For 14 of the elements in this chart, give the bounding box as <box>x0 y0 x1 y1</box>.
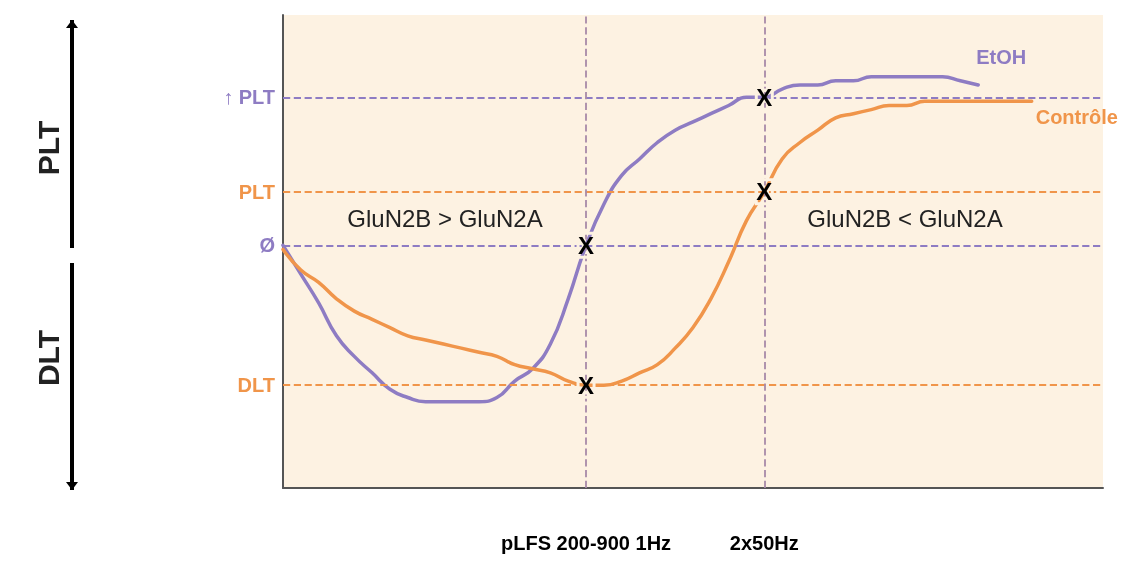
annotation: GluN2B < GluN2A <box>807 204 1003 232</box>
annotation: X <box>756 83 773 111</box>
ref-line-label: DLT <box>237 374 275 397</box>
ref-line-label: ↑ PLT <box>223 86 275 109</box>
x-tick-label: 2x50Hz <box>729 532 799 554</box>
series-label: Contrôle <box>1035 106 1118 129</box>
series-label: EtOH <box>976 45 1027 68</box>
text: PLT <box>31 120 65 176</box>
ref-line-label: Ø <box>259 234 275 257</box>
annotation: GluN2B > GluN2A <box>347 204 543 232</box>
annotation: X <box>578 231 595 259</box>
ref-line-label: PLT <box>238 180 275 203</box>
text: DLT <box>31 329 65 387</box>
x-tick-label: pLFS 200-900 1Hz <box>501 532 672 554</box>
